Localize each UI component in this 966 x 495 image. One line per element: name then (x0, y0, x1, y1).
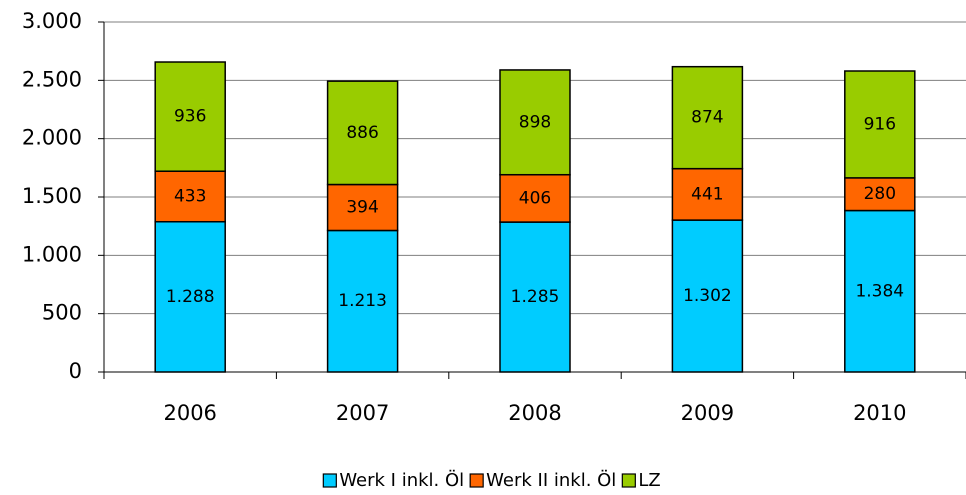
y-tick-label: 1.500 (22, 184, 82, 208)
value-label: 898 (519, 112, 551, 132)
value-label: 916 (864, 114, 896, 134)
x-tick-label: 2009 (681, 401, 734, 425)
bar-segment (671, 65, 744, 170)
value-label: 441 (691, 184, 723, 204)
bar-segment (154, 220, 226, 373)
x-tick-label: 2007 (336, 401, 389, 425)
bar-segment (326, 80, 399, 186)
bar-segment (671, 219, 744, 373)
value-label: 394 (346, 198, 378, 218)
legend-label: Werk I inkl. Öl (339, 469, 464, 491)
value-label: 406 (519, 188, 551, 208)
legend-swatch (621, 473, 636, 488)
bar-segment (499, 173, 571, 223)
legend-swatch (322, 473, 337, 488)
x-tick-label: 2006 (163, 401, 216, 425)
y-tick-label: 0 (69, 359, 82, 383)
value-label: 1.213 (338, 291, 387, 311)
bar-segment (499, 69, 571, 176)
y-tick-label: 500 (42, 301, 82, 325)
x-tick-label: 2008 (508, 401, 561, 425)
value-label: 280 (864, 184, 896, 204)
bar-segment (844, 70, 916, 179)
value-label: 433 (174, 186, 206, 206)
value-label: 886 (346, 123, 378, 143)
value-label: 936 (174, 107, 206, 127)
y-tick-label: 1.000 (22, 242, 82, 266)
bar-segment (154, 61, 226, 172)
legend-label: Werk II inkl. Öl (486, 469, 616, 491)
y-tick-label: 2.000 (22, 126, 82, 150)
bar-segment (154, 170, 226, 223)
bar-segment (844, 177, 916, 212)
value-label: 1.384 (855, 281, 904, 301)
y-tick-label: 2.500 (22, 67, 82, 91)
x-tick-label: 2010 (853, 401, 906, 425)
bar-segment (499, 221, 571, 373)
value-label: 1.302 (683, 286, 732, 306)
value-label: 874 (691, 108, 723, 128)
bar-segment (326, 183, 399, 232)
y-tick-label: 3.000 (22, 9, 82, 33)
value-label: 1.288 (166, 287, 215, 307)
legend-swatch (469, 473, 484, 488)
value-label: 1.285 (511, 287, 560, 307)
legend-label: LZ (638, 470, 660, 491)
